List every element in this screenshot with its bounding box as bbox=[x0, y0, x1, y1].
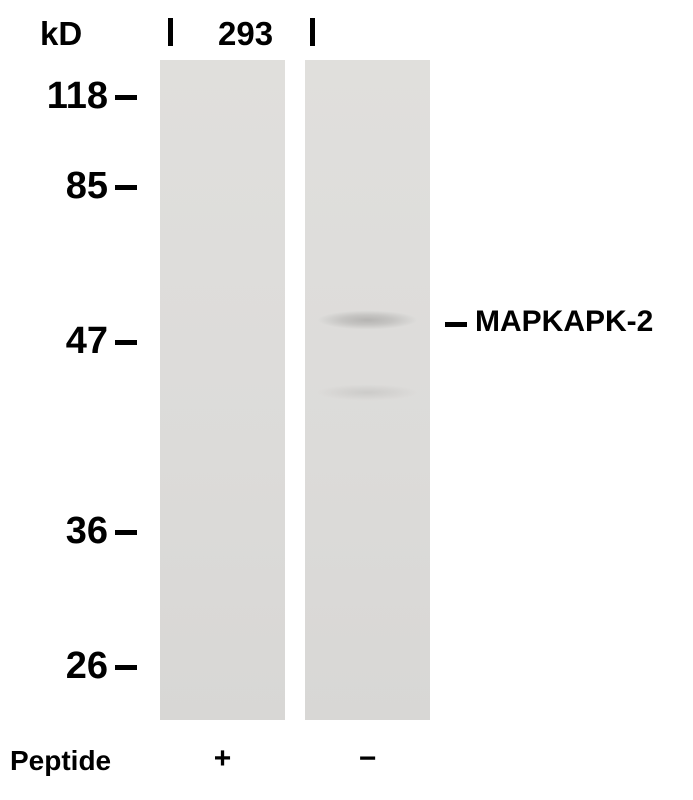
lane-1-blot bbox=[160, 60, 285, 720]
kd-header: kD bbox=[40, 15, 82, 53]
faint-band bbox=[305, 380, 430, 405]
lane2-peptide-indicator: − bbox=[350, 742, 385, 776]
header-tick-left bbox=[168, 18, 173, 46]
lane1-peptide-indicator: + bbox=[205, 742, 240, 776]
blot-figure: kD 293 118 85 47 36 26 MAPKAPK-2 Peptide… bbox=[0, 0, 693, 800]
marker-tick-118 bbox=[115, 95, 137, 100]
marker-tick-47 bbox=[115, 340, 137, 345]
marker-tick-26 bbox=[115, 665, 137, 670]
marker-36: 36 bbox=[18, 510, 108, 553]
marker-26: 26 bbox=[18, 645, 108, 688]
mapkapk2-band bbox=[305, 305, 430, 335]
marker-85: 85 bbox=[18, 165, 108, 208]
marker-tick-36 bbox=[115, 530, 137, 535]
cell-line-label: 293 bbox=[218, 15, 273, 53]
marker-118: 118 bbox=[18, 75, 108, 118]
protein-tick bbox=[445, 322, 467, 327]
peptide-label: Peptide bbox=[10, 745, 111, 777]
header-tick-right bbox=[310, 18, 315, 46]
marker-tick-85 bbox=[115, 185, 137, 190]
protein-label: MAPKAPK-2 bbox=[475, 305, 653, 339]
marker-47: 47 bbox=[18, 320, 108, 363]
